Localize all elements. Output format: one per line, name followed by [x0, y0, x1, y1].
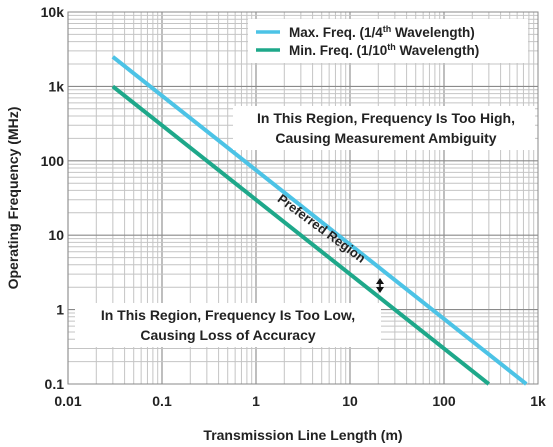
plot-border	[67, 11, 539, 385]
annotation-high-line-1: In This Region, Frequency Is Too High,	[257, 110, 515, 126]
legend-background	[248, 19, 528, 63]
x-tick-label: 100	[432, 393, 456, 409]
annotation-low-line-2: Causing Loss of Accuracy	[140, 327, 316, 343]
y-tick-label: 1	[56, 302, 64, 318]
series-group	[111, 55, 528, 386]
legend-label-min-freq: Min. Freq. (1/10th Wavelength)	[289, 42, 479, 58]
annotation-high-background	[233, 106, 535, 150]
arrow-heads	[376, 278, 384, 293]
annotation-low-background	[75, 303, 381, 347]
annotation-low-line-1: In This Region, Frequency Is Too Low,	[101, 307, 355, 323]
x-axis-label: Transmission Line Length (m)	[203, 427, 402, 443]
y-tick-label: 0.1	[45, 376, 65, 392]
x-tick-label: 1	[252, 393, 260, 409]
annotation-high-line-2: Causing Measurement Ambiguity	[275, 130, 496, 146]
y-axis-label: Operating Frequency (MHz)	[5, 107, 21, 290]
annotation-low-region: In This Region, Frequency Is Too Low, Ca…	[75, 303, 381, 347]
x-tick-label: 1k	[530, 393, 546, 409]
legend-label-max-freq: Max. Freq. (1/4th Wavelength)	[289, 24, 475, 40]
series-line-max-freq	[111, 55, 528, 386]
y-tick-label: 100	[41, 153, 65, 169]
x-tick-label: 0.1	[152, 393, 172, 409]
y-tick-label: 10	[48, 227, 64, 243]
series-line-min-freq	[111, 84, 491, 386]
x-tick-labels: 0.01 0.1 1 10 100 1k	[54, 393, 546, 409]
legend: Max. Freq. (1/4th Wavelength) Min. Freq.…	[248, 19, 528, 63]
y-tick-labels: 0.1 1 10 100 1k 10k	[41, 4, 65, 392]
y-tick-label: 1k	[48, 78, 64, 94]
y-tick-label: 10k	[41, 4, 65, 20]
x-tick-label: 10	[342, 393, 358, 409]
x-tick-label: 0.01	[54, 393, 81, 409]
annotation-high-region: In This Region, Frequency Is Too High, C…	[233, 106, 535, 150]
